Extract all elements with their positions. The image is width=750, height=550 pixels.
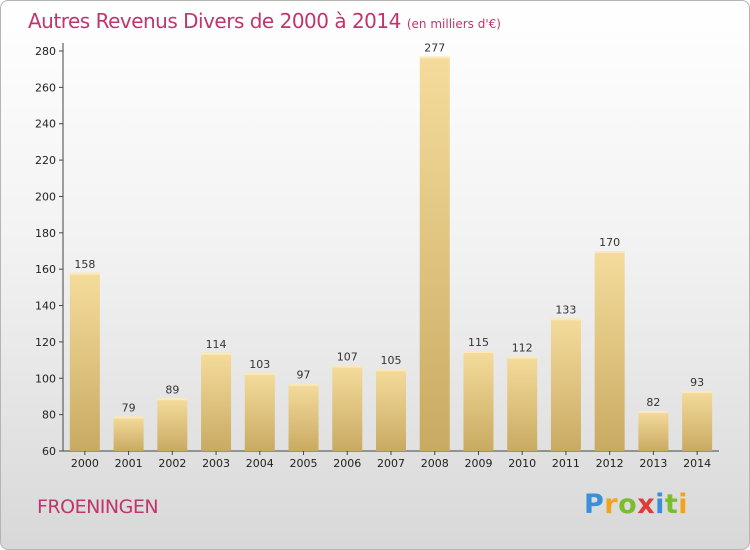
- bar-top: [682, 391, 713, 393]
- bar: [69, 272, 100, 451]
- bar-top: [550, 318, 581, 321]
- x-tick-label: 2009: [464, 457, 492, 470]
- logo-letter: i: [655, 489, 665, 520]
- x-tick-label: 2004: [246, 457, 274, 470]
- y-tick-label: 140: [35, 300, 56, 313]
- chart-bars: [69, 56, 713, 452]
- bar: [157, 398, 188, 451]
- bar-top: [288, 383, 319, 386]
- y-tick-label: 60: [42, 445, 56, 458]
- bar: [201, 352, 232, 451]
- bar: [682, 391, 713, 451]
- x-tick-label: 2011: [552, 457, 580, 470]
- bar-top: [507, 356, 538, 359]
- bar-top: [113, 416, 144, 419]
- bar-top: [463, 351, 494, 353]
- chart-title-text: Autres Revenus Divers de 2000 à 2014: [28, 9, 401, 33]
- data-label: 170: [599, 236, 620, 249]
- logo-letter: t: [664, 489, 679, 520]
- bar: [507, 356, 538, 451]
- x-tick-label: 2006: [333, 457, 361, 470]
- data-label: 103: [249, 358, 270, 371]
- logo-letter: o: [618, 489, 638, 520]
- y-tick-label: 80: [42, 409, 56, 422]
- bar-top: [157, 398, 188, 401]
- data-label: 114: [206, 338, 227, 351]
- bar: [113, 416, 144, 451]
- y-tick-label: 200: [35, 190, 56, 203]
- bar-top: [69, 272, 100, 275]
- x-tick-label: 2008: [421, 457, 449, 470]
- x-tick-label: 2001: [115, 457, 143, 470]
- y-tick-label: 280: [35, 45, 56, 58]
- data-label: 97: [297, 369, 311, 382]
- data-label: 79: [122, 401, 136, 414]
- data-label: 82: [646, 396, 660, 409]
- bar: [244, 372, 275, 451]
- data-label: 115: [468, 336, 489, 349]
- x-tick-label: 2002: [158, 457, 186, 470]
- data-label: 107: [337, 351, 358, 364]
- x-tick-label: 2005: [290, 457, 318, 470]
- y-tick-label: 220: [35, 154, 56, 167]
- x-tick-label: 2014: [683, 457, 711, 470]
- bar: [288, 383, 319, 451]
- bar: [638, 411, 669, 451]
- bar: [332, 365, 363, 451]
- x-tick-label: 2007: [377, 457, 405, 470]
- data-label: 105: [381, 354, 402, 367]
- logo-letter: x: [637, 489, 656, 520]
- x-tick-label: 2003: [202, 457, 230, 470]
- y-tick-label: 180: [35, 227, 56, 240]
- location-name: FROENINGEN: [37, 496, 159, 518]
- x-tick-label: 2013: [639, 457, 667, 470]
- chart-title: Autres Revenus Divers de 2000 à 2014 (en …: [28, 9, 501, 33]
- logo-letter: P: [584, 489, 605, 520]
- chart-labels: 2000 158 2001 79 2002 89 2003 114 2004 103 2005 97 2…: [71, 41, 711, 470]
- bar: [594, 251, 625, 451]
- bar: [550, 318, 581, 451]
- data-label: 158: [74, 258, 95, 271]
- x-tick-label: 2000: [71, 457, 99, 470]
- logo-letter: r: [604, 489, 619, 520]
- bar-top: [594, 251, 625, 253]
- y-tick-label: 240: [35, 118, 56, 131]
- y-tick-label: 260: [35, 81, 56, 94]
- chart-axes: 60 80 100 120 140 160 180 200 220 240 260 280: [35, 43, 719, 458]
- chart-subtitle: (en milliers d'€): [406, 17, 501, 31]
- data-label: 133: [555, 303, 576, 316]
- proxiti-logo: Proxiti: [584, 489, 688, 520]
- y-tick-label: 100: [35, 372, 56, 385]
- data-label: 89: [165, 383, 179, 396]
- data-label: 277: [424, 41, 445, 54]
- bar-top: [419, 56, 450, 59]
- x-tick-label: 2010: [508, 457, 536, 470]
- bar-top: [201, 352, 232, 355]
- data-label: 112: [512, 341, 533, 354]
- x-tick-label: 2012: [596, 457, 624, 470]
- bar-top: [376, 369, 406, 372]
- y-tick-label: 120: [35, 336, 56, 349]
- bar: [463, 351, 494, 451]
- logo-letter: i: [678, 489, 689, 520]
- bar-top: [244, 372, 275, 375]
- bar-top: [638, 411, 669, 413]
- bar-top: [332, 365, 363, 368]
- y-tick-label: 160: [35, 263, 56, 276]
- bar: [419, 56, 450, 452]
- data-label: 93: [690, 376, 704, 389]
- bar: [376, 369, 406, 451]
